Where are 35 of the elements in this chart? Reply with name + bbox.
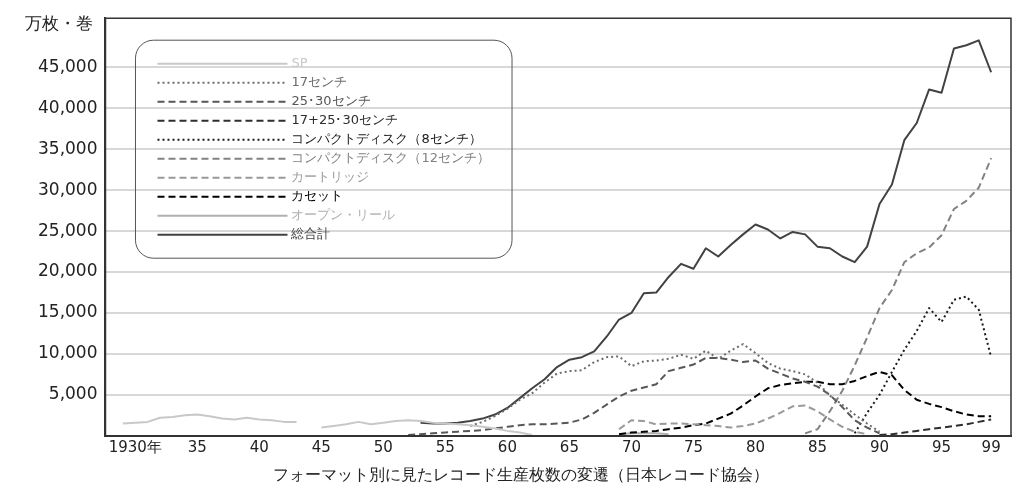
y-tick-label: 40,000: [38, 96, 98, 117]
y-tick-label: 20,000: [38, 260, 98, 281]
x-tick-label: 55: [435, 437, 455, 456]
y-tick-label: 45,000: [38, 55, 98, 76]
y-axis-title: 万枚・巻: [25, 12, 94, 33]
text: オープン・リール: [291, 207, 396, 223]
text: コンパクトディスク（8センチ）: [291, 131, 482, 147]
text: カセット: [291, 188, 344, 204]
x-tick-label: 1930年: [108, 437, 162, 456]
y-tick-label: 25,000: [38, 219, 98, 240]
y-tick-label: 10,000: [38, 342, 98, 363]
x-tick-label: 45: [311, 437, 331, 456]
y-tick-label: 5,000: [48, 383, 98, 404]
text: 25･30センチ: [291, 93, 371, 109]
text: 17センチ: [291, 74, 348, 90]
x-tick-label: 75: [683, 437, 703, 456]
text: 17+25･30センチ: [291, 112, 399, 128]
x-tick-label: 90: [869, 437, 890, 456]
x-tick-label: 95: [931, 437, 952, 456]
y-tick-label: 35,000: [38, 137, 98, 158]
x-tick-label: 50: [373, 437, 393, 456]
x-tick-label: 85: [807, 437, 828, 456]
text: コンパクトディスク（12センチ）: [291, 150, 491, 166]
text: 総合計: [290, 226, 331, 242]
x-tick-label: 80: [745, 437, 766, 456]
y-tick-label: 15,000: [38, 301, 98, 322]
x-tick-label: 99: [981, 437, 1001, 456]
text: カートリッジ: [291, 169, 370, 185]
text: フォーマット別に見たレコード生産枚数の変遷（日本レコード協会）: [272, 464, 769, 484]
x-tick-label: 60: [497, 437, 517, 456]
y-tick-label: 30,000: [38, 178, 98, 199]
x-tick-label: 35: [187, 437, 207, 456]
x-tick-label: 65: [559, 437, 579, 456]
x-tick-label: 40: [249, 437, 269, 456]
x-tick-label: 70: [621, 437, 641, 456]
